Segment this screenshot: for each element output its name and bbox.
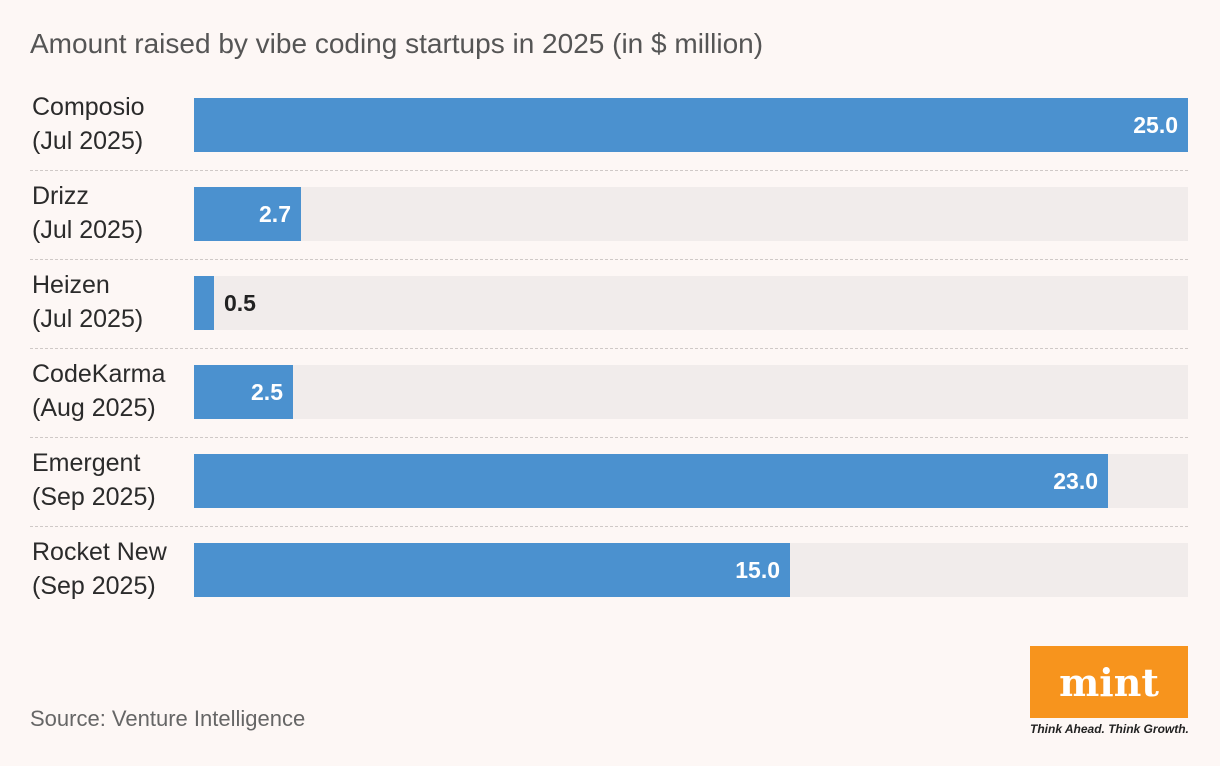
bar-track: 2.5 [194,365,1188,419]
bar [194,543,790,597]
mint-logo: mint [1030,646,1188,718]
bar-value-label: 2.5 [251,379,283,405]
bar [194,187,301,241]
category-label: Rocket New (Sep 2025) [32,535,192,603]
category-name: CodeKarma [32,360,166,388]
category-name: Rocket New [32,538,167,566]
category-date: (Jul 2025) [32,216,144,244]
bar-row: Drizz (Jul 2025) 2.7 [30,177,1188,267]
bar-track: 15.0 [194,543,1188,597]
logo-text: mint [1059,659,1159,705]
bar-row: Emergent (Sep 2025) 23.0 [30,444,1188,534]
bar-value-label: 23.0 [1053,468,1098,494]
bar-track: 25.0 [194,98,1188,152]
category-label: Composio (Jul 2025) [32,90,192,158]
bar [194,454,1108,508]
row-divider [30,526,1188,527]
row-divider [30,259,1188,260]
category-date: (Aug 2025) [32,394,156,422]
bar-track: 23.0 [194,454,1188,508]
bar [194,365,293,419]
bar [194,98,1188,152]
source-note: Source: Venture Intelligence [30,706,306,731]
row-divider [30,170,1188,171]
category-date: (Jul 2025) [32,305,144,333]
bar [194,276,214,330]
category-name: Composio [32,93,145,121]
bar-row: Heizen (Jul 2025) 0.5 [30,266,1188,356]
category-name: Drizz [32,182,89,210]
bar-value-label: 25.0 [1133,112,1178,138]
category-name: Emergent [32,449,141,477]
bar-track: 0.5 [194,276,1188,330]
category-date: (Sep 2025) [32,483,156,511]
category-label: Emergent (Sep 2025) [32,446,192,514]
category-date: (Jul 2025) [32,127,144,155]
category-date: (Sep 2025) [32,572,156,600]
bar-row: CodeKarma (Aug 2025) 2.5 [30,355,1188,445]
category-name: Heizen [32,271,110,299]
row-divider [30,348,1188,349]
bar-value-label: 15.0 [735,557,780,583]
bar-row: Composio (Jul 2025) 25.0 [30,88,1188,178]
bar-track: 2.7 [194,187,1188,241]
row-divider [30,437,1188,438]
bar-value-label: 2.7 [259,201,291,227]
brand-tagline: Think Ahead. Think Growth. [1030,722,1189,736]
category-label: Drizz (Jul 2025) [32,179,192,247]
category-label: Heizen (Jul 2025) [32,268,192,336]
bar-row: Rocket New (Sep 2025) 15.0 [30,533,1188,623]
bar-value-label: 0.5 [224,290,256,316]
chart-title: Amount raised by vibe coding startups in… [30,28,764,59]
category-label: CodeKarma (Aug 2025) [32,357,192,425]
